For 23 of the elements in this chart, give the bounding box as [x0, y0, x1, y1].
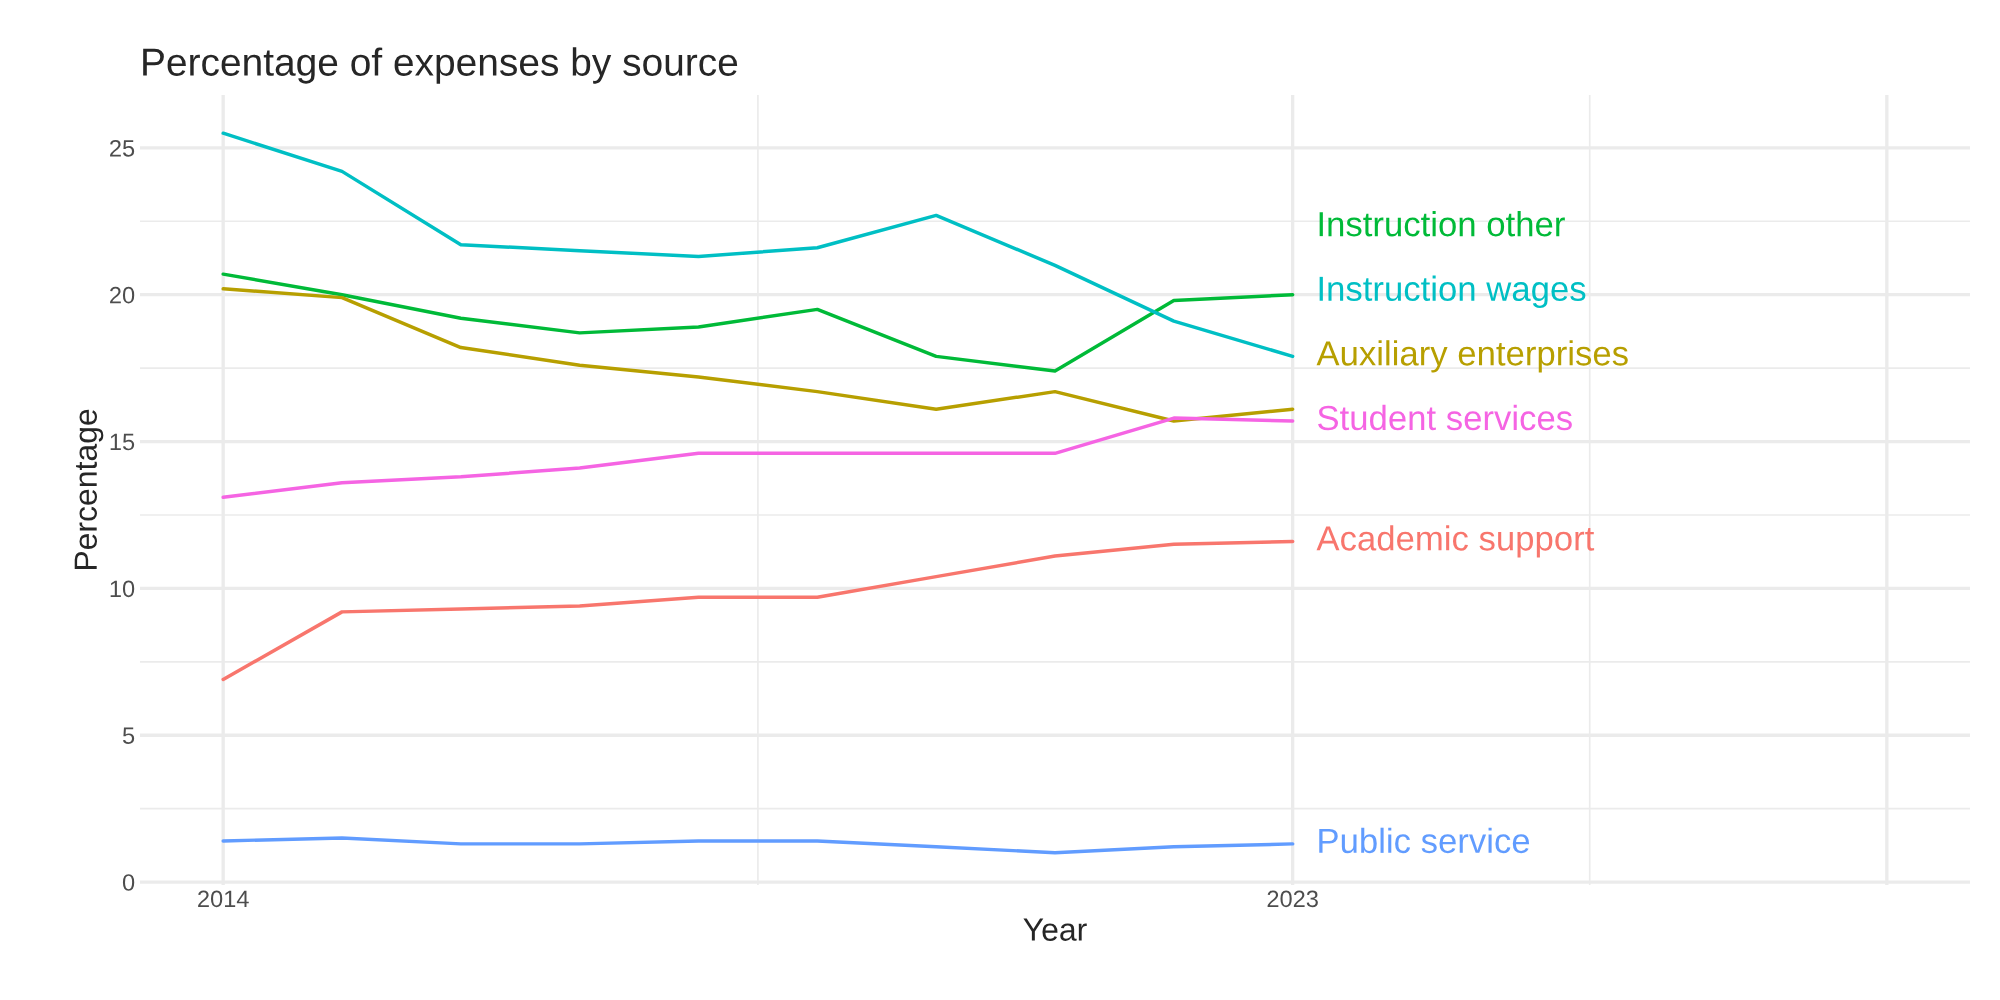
- x-tick-label: 2014: [198, 890, 249, 908]
- line-series: [221, 131, 1295, 359]
- series-label: Auxiliary enterprises: [1316, 340, 1628, 373]
- series-label: Instruction other: [1319, 210, 1565, 237]
- line-series: [221, 836, 1295, 855]
- chart-title: Percentage of expenses by source: [143, 47, 738, 84]
- line-series: [221, 287, 1295, 423]
- series-label: Student services: [1318, 404, 1572, 431]
- y-tick-label: 10: [110, 580, 135, 598]
- line-series: [221, 272, 1295, 373]
- line-series: [221, 416, 1295, 500]
- line-series: [221, 539, 1295, 682]
- series-label: Public service: [1319, 827, 1530, 854]
- y-tick-label: 0: [122, 874, 135, 891]
- y-tick-label: 5: [122, 727, 135, 745]
- y-tick-label: 25: [110, 139, 135, 157]
- x-tick-label: 2023: [1267, 890, 1318, 908]
- x-axis-title: Year: [1023, 918, 1087, 941]
- y-tick-label: 15: [110, 433, 135, 451]
- y-tick-label: 20: [110, 286, 135, 304]
- y-axis-title: Percentage: [74, 409, 104, 570]
- series-label: Instruction wages: [1319, 275, 1586, 308]
- series-label: Academic support: [1316, 525, 1595, 558]
